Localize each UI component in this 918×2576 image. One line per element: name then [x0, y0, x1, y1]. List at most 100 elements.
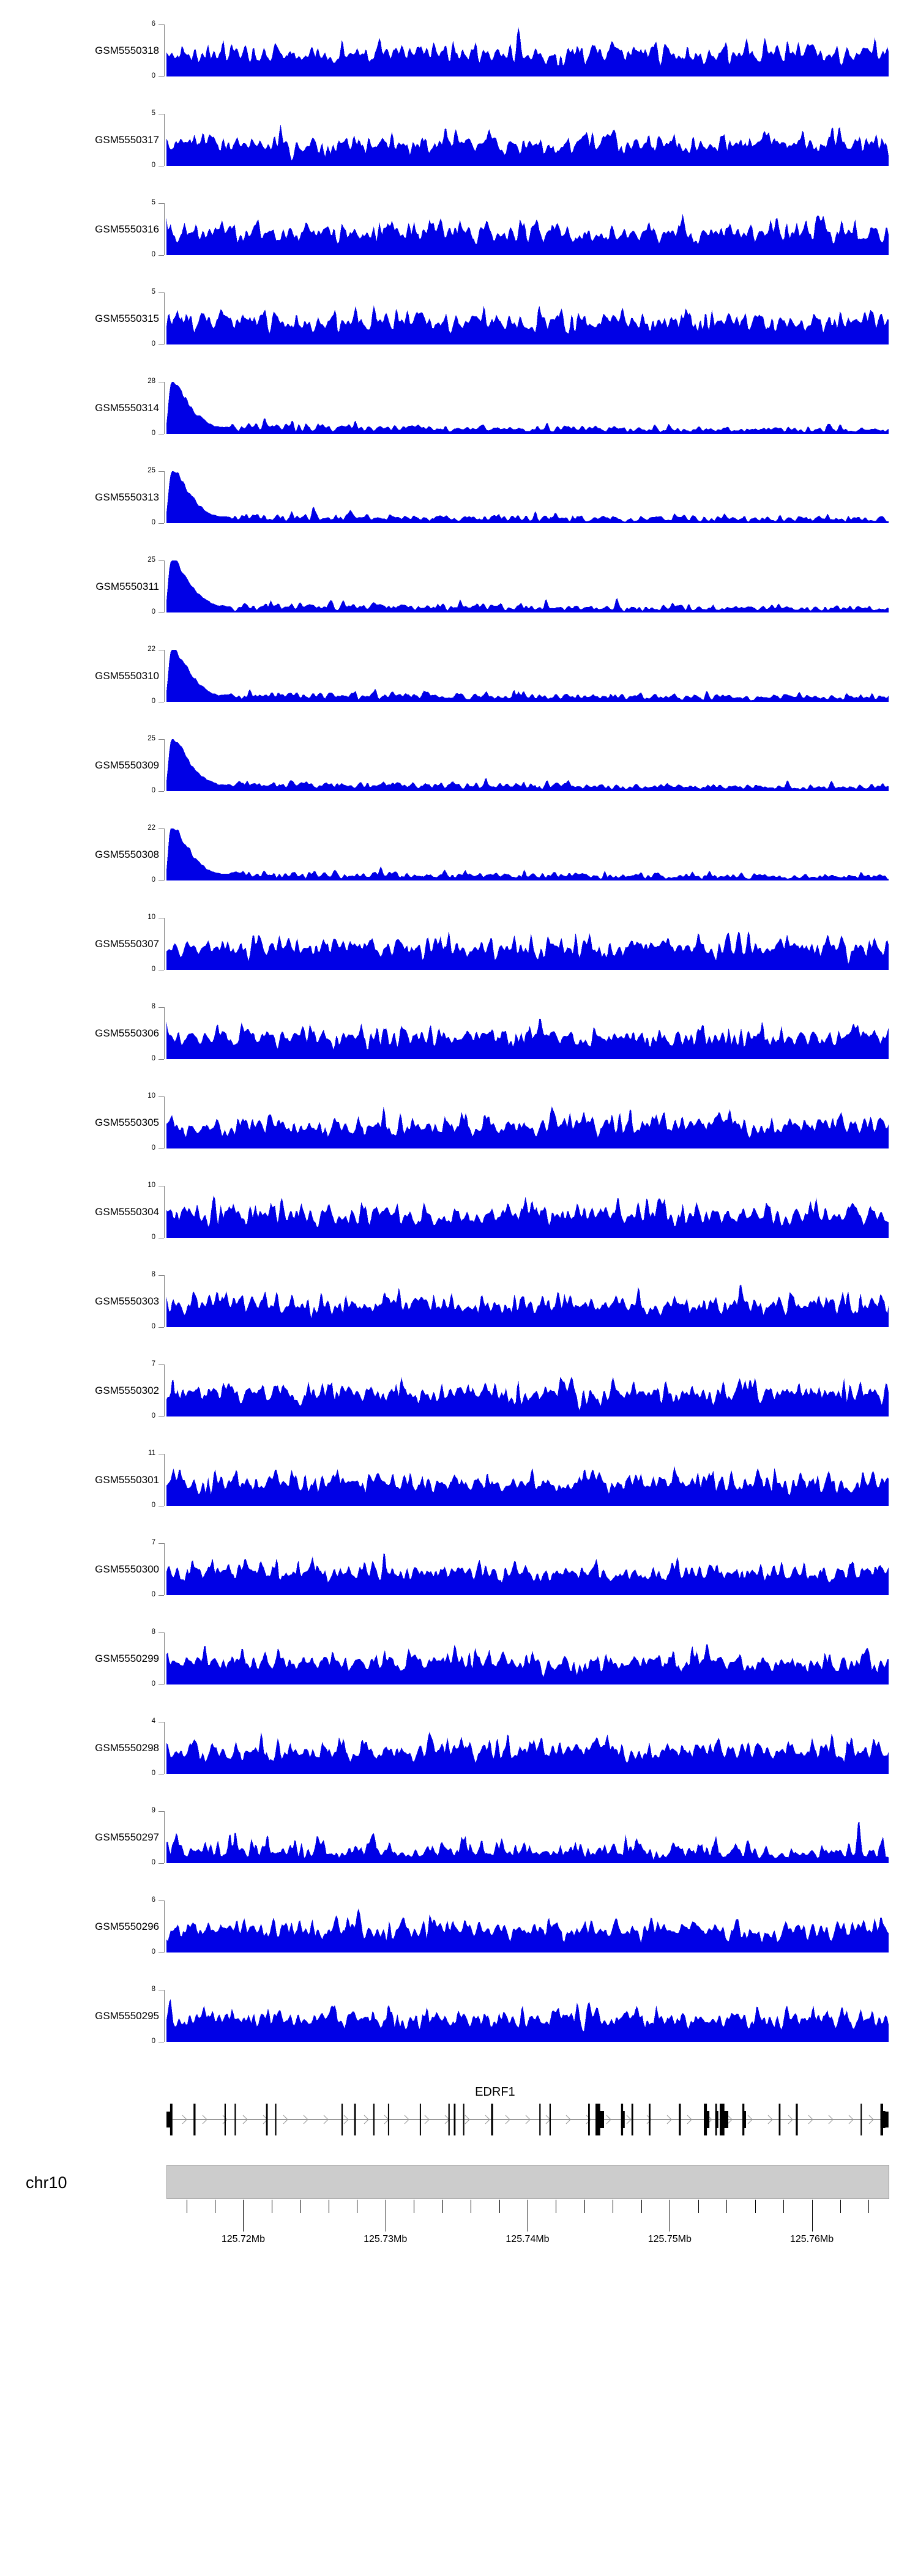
- axis-minor-tick: [442, 2200, 443, 2213]
- y-axis-tick-min: [159, 1148, 164, 1149]
- coverage-profile: [166, 739, 889, 791]
- coverage-profile: [166, 24, 889, 76]
- coverage-track: GSM5550304 10 0: [0, 1182, 918, 1241]
- y-axis-tick-min: [159, 255, 164, 256]
- y-axis-min-label: 0: [151, 608, 155, 616]
- coverage-track: GSM5550306 8 0: [0, 1003, 918, 1062]
- chromosome-bar: [166, 2165, 889, 2199]
- track-sample-label: GSM5550318: [95, 44, 159, 56]
- coverage-profile: [166, 203, 889, 255]
- y-axis-max-label: 10: [147, 914, 155, 921]
- axis-minor-tick: [840, 2200, 841, 2213]
- coverage-profile: [166, 918, 889, 970]
- track-sample-label: GSM5550314: [95, 401, 159, 414]
- track-sample-label: GSM5550296: [95, 1920, 159, 1932]
- coverage-track: GSM5550316 5 0: [0, 199, 918, 258]
- y-axis-min-label: 0: [151, 1859, 155, 1866]
- track-sample-label: GSM5550308: [95, 848, 159, 860]
- coverage-track: GSM5550299 8 0: [0, 1628, 918, 1688]
- coverage-track: GSM5550308 22 0: [0, 824, 918, 884]
- y-axis-min-label: 0: [151, 1680, 155, 1688]
- y-axis-max-label: 8: [151, 1271, 155, 1278]
- y-axis-spine: [164, 739, 165, 791]
- coverage-profile: [166, 560, 889, 612]
- y-axis-min-label: 0: [151, 430, 155, 437]
- track-sample-label: GSM5550307: [95, 937, 159, 950]
- y-axis-max-label: 5: [151, 199, 155, 206]
- chromosome-ideogram-panel: chr10: [0, 2165, 918, 2208]
- y-axis-min-label: 0: [151, 787, 155, 794]
- y-axis-tick-min: [159, 1416, 164, 1417]
- y-axis-spine: [164, 1722, 165, 1774]
- axis-major-tick: [243, 2200, 244, 2232]
- coverage-profile: [166, 1543, 889, 1595]
- y-axis-min-label: 0: [151, 1502, 155, 1509]
- y-axis-min-label: 0: [151, 1323, 155, 1330]
- y-axis-max-label: 28: [147, 378, 155, 385]
- y-axis-tick-min: [159, 1952, 164, 1953]
- y-axis-tick-min: [159, 1059, 164, 1060]
- y-axis-tick-max: [159, 1811, 164, 1812]
- y-axis-min-label: 0: [151, 519, 155, 526]
- coverage-track: GSM5550302 7 0: [0, 1360, 918, 1420]
- track-sample-label: GSM5550298: [95, 1741, 159, 1754]
- y-axis-tick-max: [159, 1364, 164, 1365]
- y-axis-tick-min: [159, 1684, 164, 1685]
- axis-tick-label: 125.75Mb: [647, 2234, 692, 2244]
- gene-model-panel: EDRF1: [0, 2085, 918, 2140]
- y-axis-max-label: 22: [147, 646, 155, 653]
- coverage-track: GSM5550295 8 0: [0, 1986, 918, 2045]
- y-axis-max-label: 9: [151, 1807, 155, 1814]
- axis-minor-tick: [499, 2200, 500, 2213]
- y-axis-min-label: 0: [151, 966, 155, 973]
- y-axis-tick-min: [159, 612, 164, 613]
- coverage-track: GSM5550305 10 0: [0, 1092, 918, 1152]
- coverage-profile: [166, 292, 889, 344]
- y-axis-tick-min: [159, 344, 164, 345]
- coverage-profile: [166, 1632, 889, 1684]
- track-sample-label: GSM5550306: [95, 1027, 159, 1039]
- y-axis-tick-max: [159, 471, 164, 472]
- track-sample-label: GSM5550304: [95, 1205, 159, 1218]
- axis-minor-tick: [584, 2200, 585, 2213]
- coverage-track: GSM5550303 8 0: [0, 1271, 918, 1330]
- coverage-track: GSM5550300 7 0: [0, 1539, 918, 1598]
- track-sample-label: GSM5550301: [95, 1473, 159, 1486]
- y-axis-tick-max: [159, 739, 164, 740]
- y-axis-spine: [164, 1900, 165, 1952]
- y-axis-spine: [164, 1632, 165, 1684]
- y-axis-tick-min: [159, 1863, 164, 1864]
- y-axis-tick-max: [159, 1632, 164, 1633]
- axis-minor-tick: [641, 2200, 642, 2213]
- y-axis-spine: [164, 1990, 165, 2042]
- track-sample-label: GSM5550299: [95, 1652, 159, 1664]
- track-sample-label: GSM5550303: [95, 1295, 159, 1307]
- y-axis-min-label: 0: [151, 1412, 155, 1420]
- y-axis-spine: [164, 1811, 165, 1863]
- coverage-track: GSM5550298 4 0: [0, 1718, 918, 1777]
- coordinate-axis: 125.72Mb 125.73Mb 125.74Mb 125.75Mb 125.76Mb: [0, 2200, 918, 2279]
- y-axis-tick-max: [159, 1007, 164, 1008]
- coverage-profile: [166, 114, 889, 166]
- coverage-profile: [166, 1990, 889, 2042]
- coverage-profile: [166, 1722, 889, 1774]
- coverage-track: GSM5550309 25 0: [0, 735, 918, 794]
- track-sample-label: GSM5550302: [95, 1384, 159, 1396]
- y-axis-min-label: 0: [151, 251, 155, 258]
- y-axis-spine: [164, 292, 165, 344]
- y-axis-spine: [164, 114, 165, 166]
- y-axis-min-label: 0: [151, 1770, 155, 1777]
- coverage-profile: [166, 1900, 889, 1952]
- y-axis-spine: [164, 203, 165, 255]
- y-axis-min-label: 0: [151, 340, 155, 348]
- axis-tick-label: 125.73Mb: [364, 2234, 408, 2244]
- track-sample-label: GSM5550315: [95, 312, 159, 324]
- y-axis-spine: [164, 471, 165, 523]
- coverage-profile: [166, 1186, 889, 1238]
- axis-tick-label: 125.74Mb: [506, 2234, 550, 2244]
- coverage-profile: [166, 1096, 889, 1148]
- y-axis-min-label: 0: [151, 1144, 155, 1152]
- y-axis-min-label: 0: [151, 1591, 155, 1598]
- coverage-profile: [166, 471, 889, 523]
- track-sample-label: GSM5550317: [95, 133, 159, 146]
